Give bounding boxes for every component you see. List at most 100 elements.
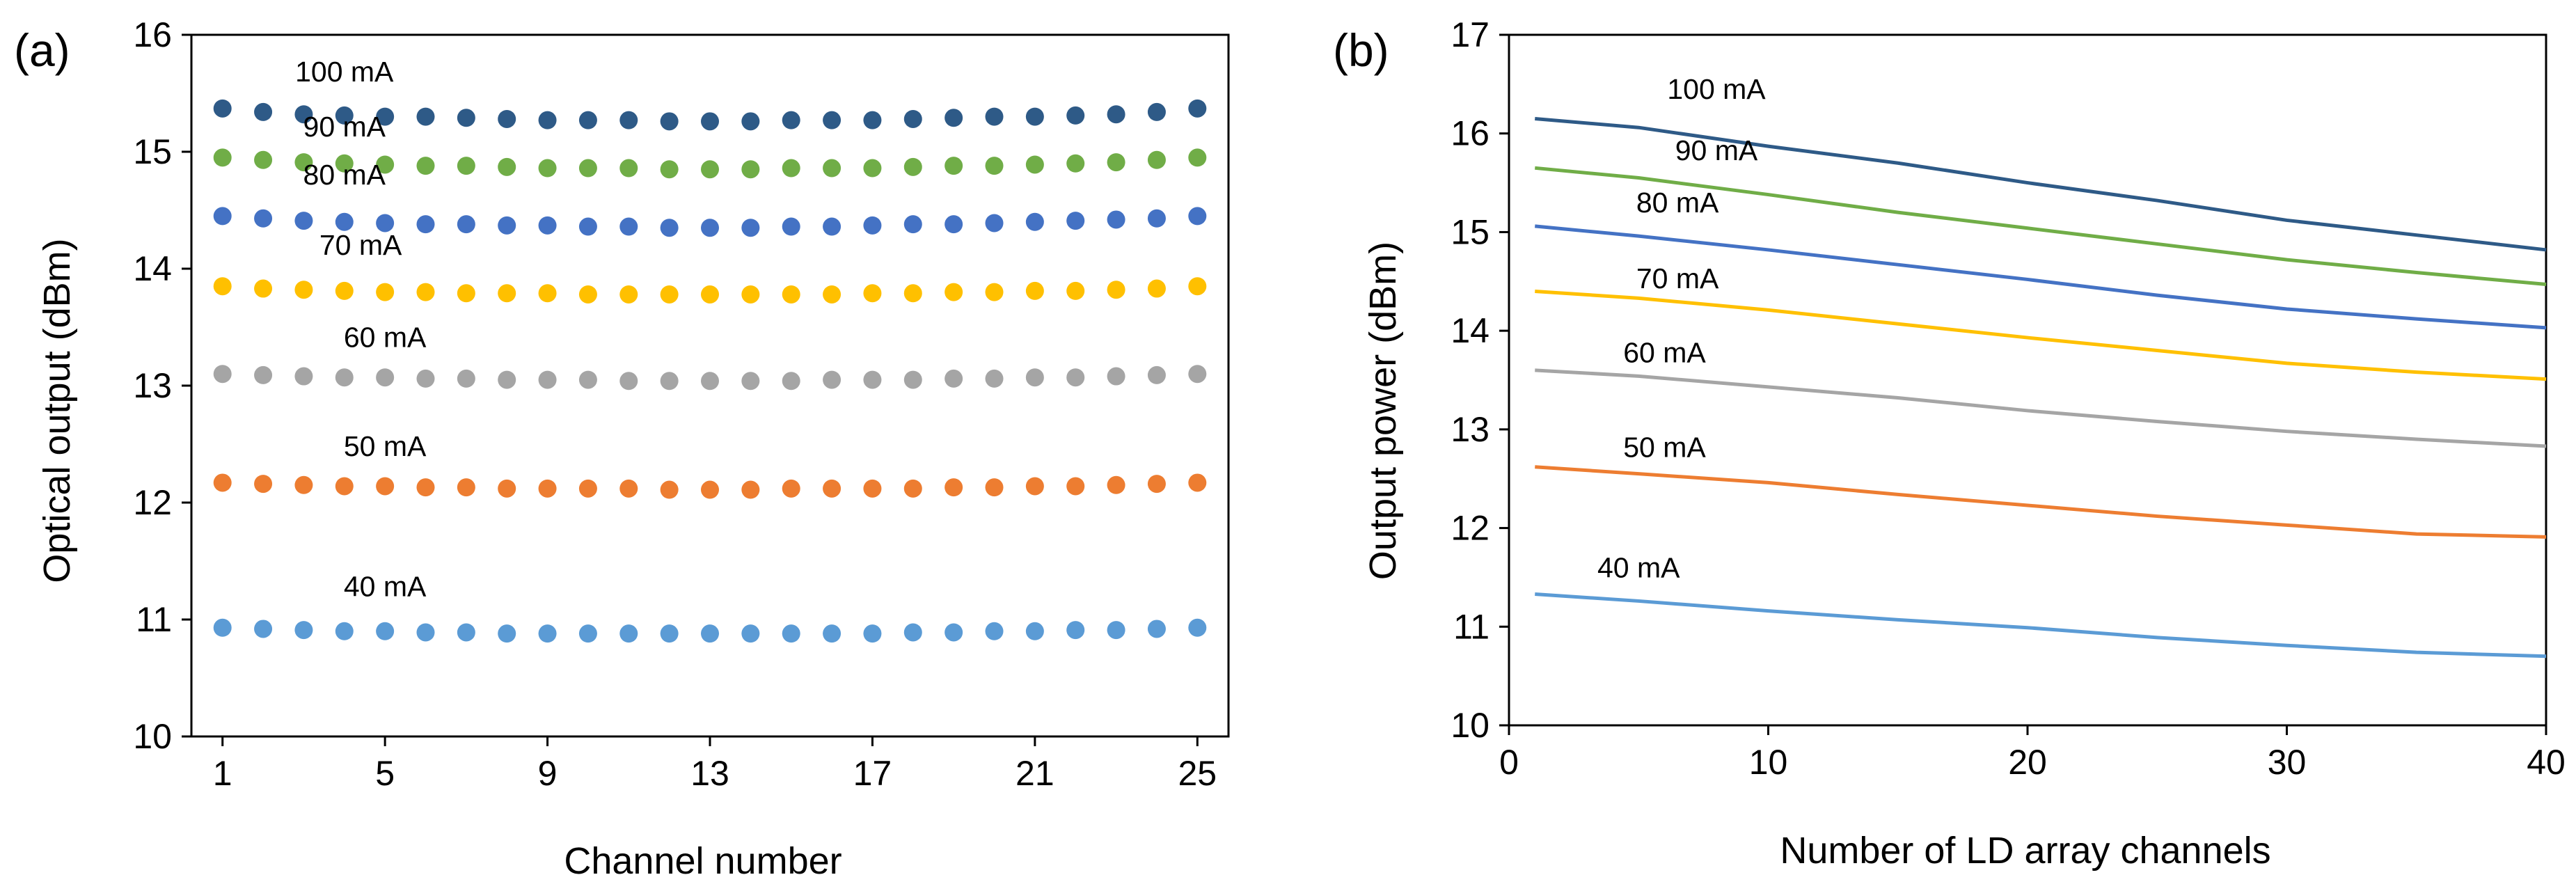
panel-0-point-70-mA (1188, 277, 1207, 296)
panel-0-point-60-mA (376, 368, 395, 387)
panel-0-point-50-mA (903, 479, 922, 498)
panel-0-point-50-mA (701, 480, 719, 499)
panel-0-point-100-mA (416, 107, 435, 126)
panel-0-point-100-mA (538, 111, 557, 129)
panel-0-point-100-mA (335, 106, 354, 125)
panel-0-point-80-mA (1188, 207, 1207, 226)
panel-a-label: (a) (14, 24, 70, 76)
panel-1-line-60-mA (1535, 368, 2547, 448)
panel-0-point-90-mA (945, 157, 963, 175)
panel-0-point-60-mA (619, 372, 638, 391)
panel-0-series-label: 40 mA (344, 570, 427, 602)
panel-0-point-80-mA (1147, 209, 1166, 228)
panel-0-point-40-mA (1066, 621, 1085, 640)
panel-0-point-100-mA (578, 111, 597, 129)
panel-0-point-100-mA (1066, 106, 1085, 125)
panel-0-y-tick-label: 13 (133, 366, 172, 405)
panel-0-point-70-mA (416, 283, 435, 301)
panel-1-x-tick-label: 20 (2008, 743, 2047, 782)
panel-0-point-80-mA (1066, 212, 1085, 230)
panel-1-y-tick-label: 14 (1451, 311, 1490, 350)
panel-0-point-50-mA (416, 478, 435, 497)
panel-0-point-60-mA (335, 368, 354, 387)
panel-0-y-tick-label: 11 (136, 600, 172, 639)
panel-0-point-40-mA (578, 624, 597, 643)
panel-0-point-100-mA (1107, 105, 1125, 124)
panel-1-series-label: 70 mA (1636, 262, 1719, 294)
panel-0-point-70-mA (376, 283, 395, 301)
panel-0-point-40-mA (985, 622, 1004, 640)
panel-1-x-tick-label: 40 (2527, 743, 2566, 782)
panel-0-point-60-mA (498, 370, 516, 389)
panel-0-point-80-mA (903, 215, 922, 234)
panel-0-point-70-mA (619, 285, 638, 303)
panel-1-y-tick-label: 12 (1451, 509, 1490, 548)
panel-0-point-50-mA (294, 475, 313, 494)
panel-1-line-50-mA (1535, 465, 2547, 539)
panel-0-point-50-mA (498, 479, 516, 498)
panel-0-y-tick-label: 12 (133, 483, 172, 522)
panel-1-series-label: 60 mA (1623, 336, 1706, 368)
panel-0-point-70-mA (538, 284, 557, 303)
panel-0-point-100-mA (863, 111, 882, 129)
panel-0-point-80-mA (578, 217, 597, 236)
panel-0-series-label: 60 mA (344, 322, 427, 354)
panel-b-label: (b) (1333, 24, 1389, 76)
panel-1-x-tick-label: 0 (1499, 743, 1519, 782)
panel-0-point-80-mA (376, 214, 395, 232)
panel-0-point-70-mA (578, 285, 597, 303)
panel-0-point-70-mA (863, 284, 882, 303)
panel-0-point-50-mA (213, 473, 232, 492)
panel-0-y-tick-label: 15 (133, 132, 172, 171)
panel-0-point-60-mA (1025, 368, 1044, 387)
panel-0-point-40-mA (294, 621, 313, 640)
panel-1-y-tick-label: 13 (1451, 410, 1490, 449)
panel-1-line-80-mA (1535, 224, 2547, 330)
panel-0-series-label: 90 mA (303, 111, 386, 143)
panel-0-point-50-mA (782, 479, 800, 498)
panel-0-point-100-mA (498, 109, 516, 128)
panel-0-point-80-mA (457, 215, 475, 234)
panel-0-point-50-mA (1025, 477, 1044, 496)
panel-0-point-60-mA (985, 369, 1004, 388)
panel-0-point-100-mA (294, 105, 313, 124)
panel-0-point-40-mA (1147, 620, 1166, 638)
panel-0-point-60-mA (1188, 365, 1207, 384)
panel-0-point-90-mA (294, 153, 313, 172)
panel-0-point-40-mA (335, 622, 354, 640)
panel-1-y-tick-label: 17 (1451, 15, 1490, 54)
panel-0-point-50-mA (1147, 475, 1166, 494)
panel-b-x-axis-label: Number of LD array channels (1780, 830, 2270, 872)
panel-0-point-70-mA (701, 285, 719, 303)
panel-1-series-label: 100 mA (1667, 73, 1766, 105)
panel-0-point-70-mA (213, 277, 232, 296)
panel-0-series-label: 50 mA (344, 430, 427, 462)
panel-0-point-70-mA (254, 279, 273, 298)
panel-1-x-tick-label: 10 (1749, 743, 1788, 782)
panel-1-series-label: 90 mA (1675, 134, 1758, 166)
panel-0-point-50-mA (376, 477, 395, 496)
panel-0-point-40-mA (741, 624, 760, 643)
panel-0-point-90-mA (903, 157, 922, 176)
panel-0-x-tick-label: 5 (375, 754, 395, 793)
panel-0-point-100-mA (701, 112, 719, 131)
panel-0-point-50-mA (1066, 477, 1085, 496)
panel-0-point-50-mA (1188, 473, 1207, 492)
panel-1-series-label: 40 mA (1597, 551, 1680, 583)
panel-0-point-50-mA (823, 479, 841, 498)
panel-0-point-40-mA (863, 624, 882, 643)
panel-0-point-100-mA (1188, 99, 1207, 118)
panel-0-x-tick-label: 25 (1178, 754, 1217, 793)
panel-0-point-40-mA (903, 623, 922, 642)
panel-0-point-90-mA (823, 159, 841, 178)
panel-1-x-tick-label: 30 (2268, 743, 2307, 782)
panel-0-point-70-mA (782, 285, 800, 303)
panel-0-x-tick-label: 1 (213, 754, 232, 793)
panel-0-point-80-mA (863, 216, 882, 235)
panel-0-point-90-mA (416, 157, 435, 175)
panel-0-point-50-mA (335, 477, 354, 496)
panel-0-point-40-mA (416, 623, 435, 642)
panel-0-point-90-mA (457, 157, 475, 175)
panel-0-point-60-mA (660, 372, 679, 391)
